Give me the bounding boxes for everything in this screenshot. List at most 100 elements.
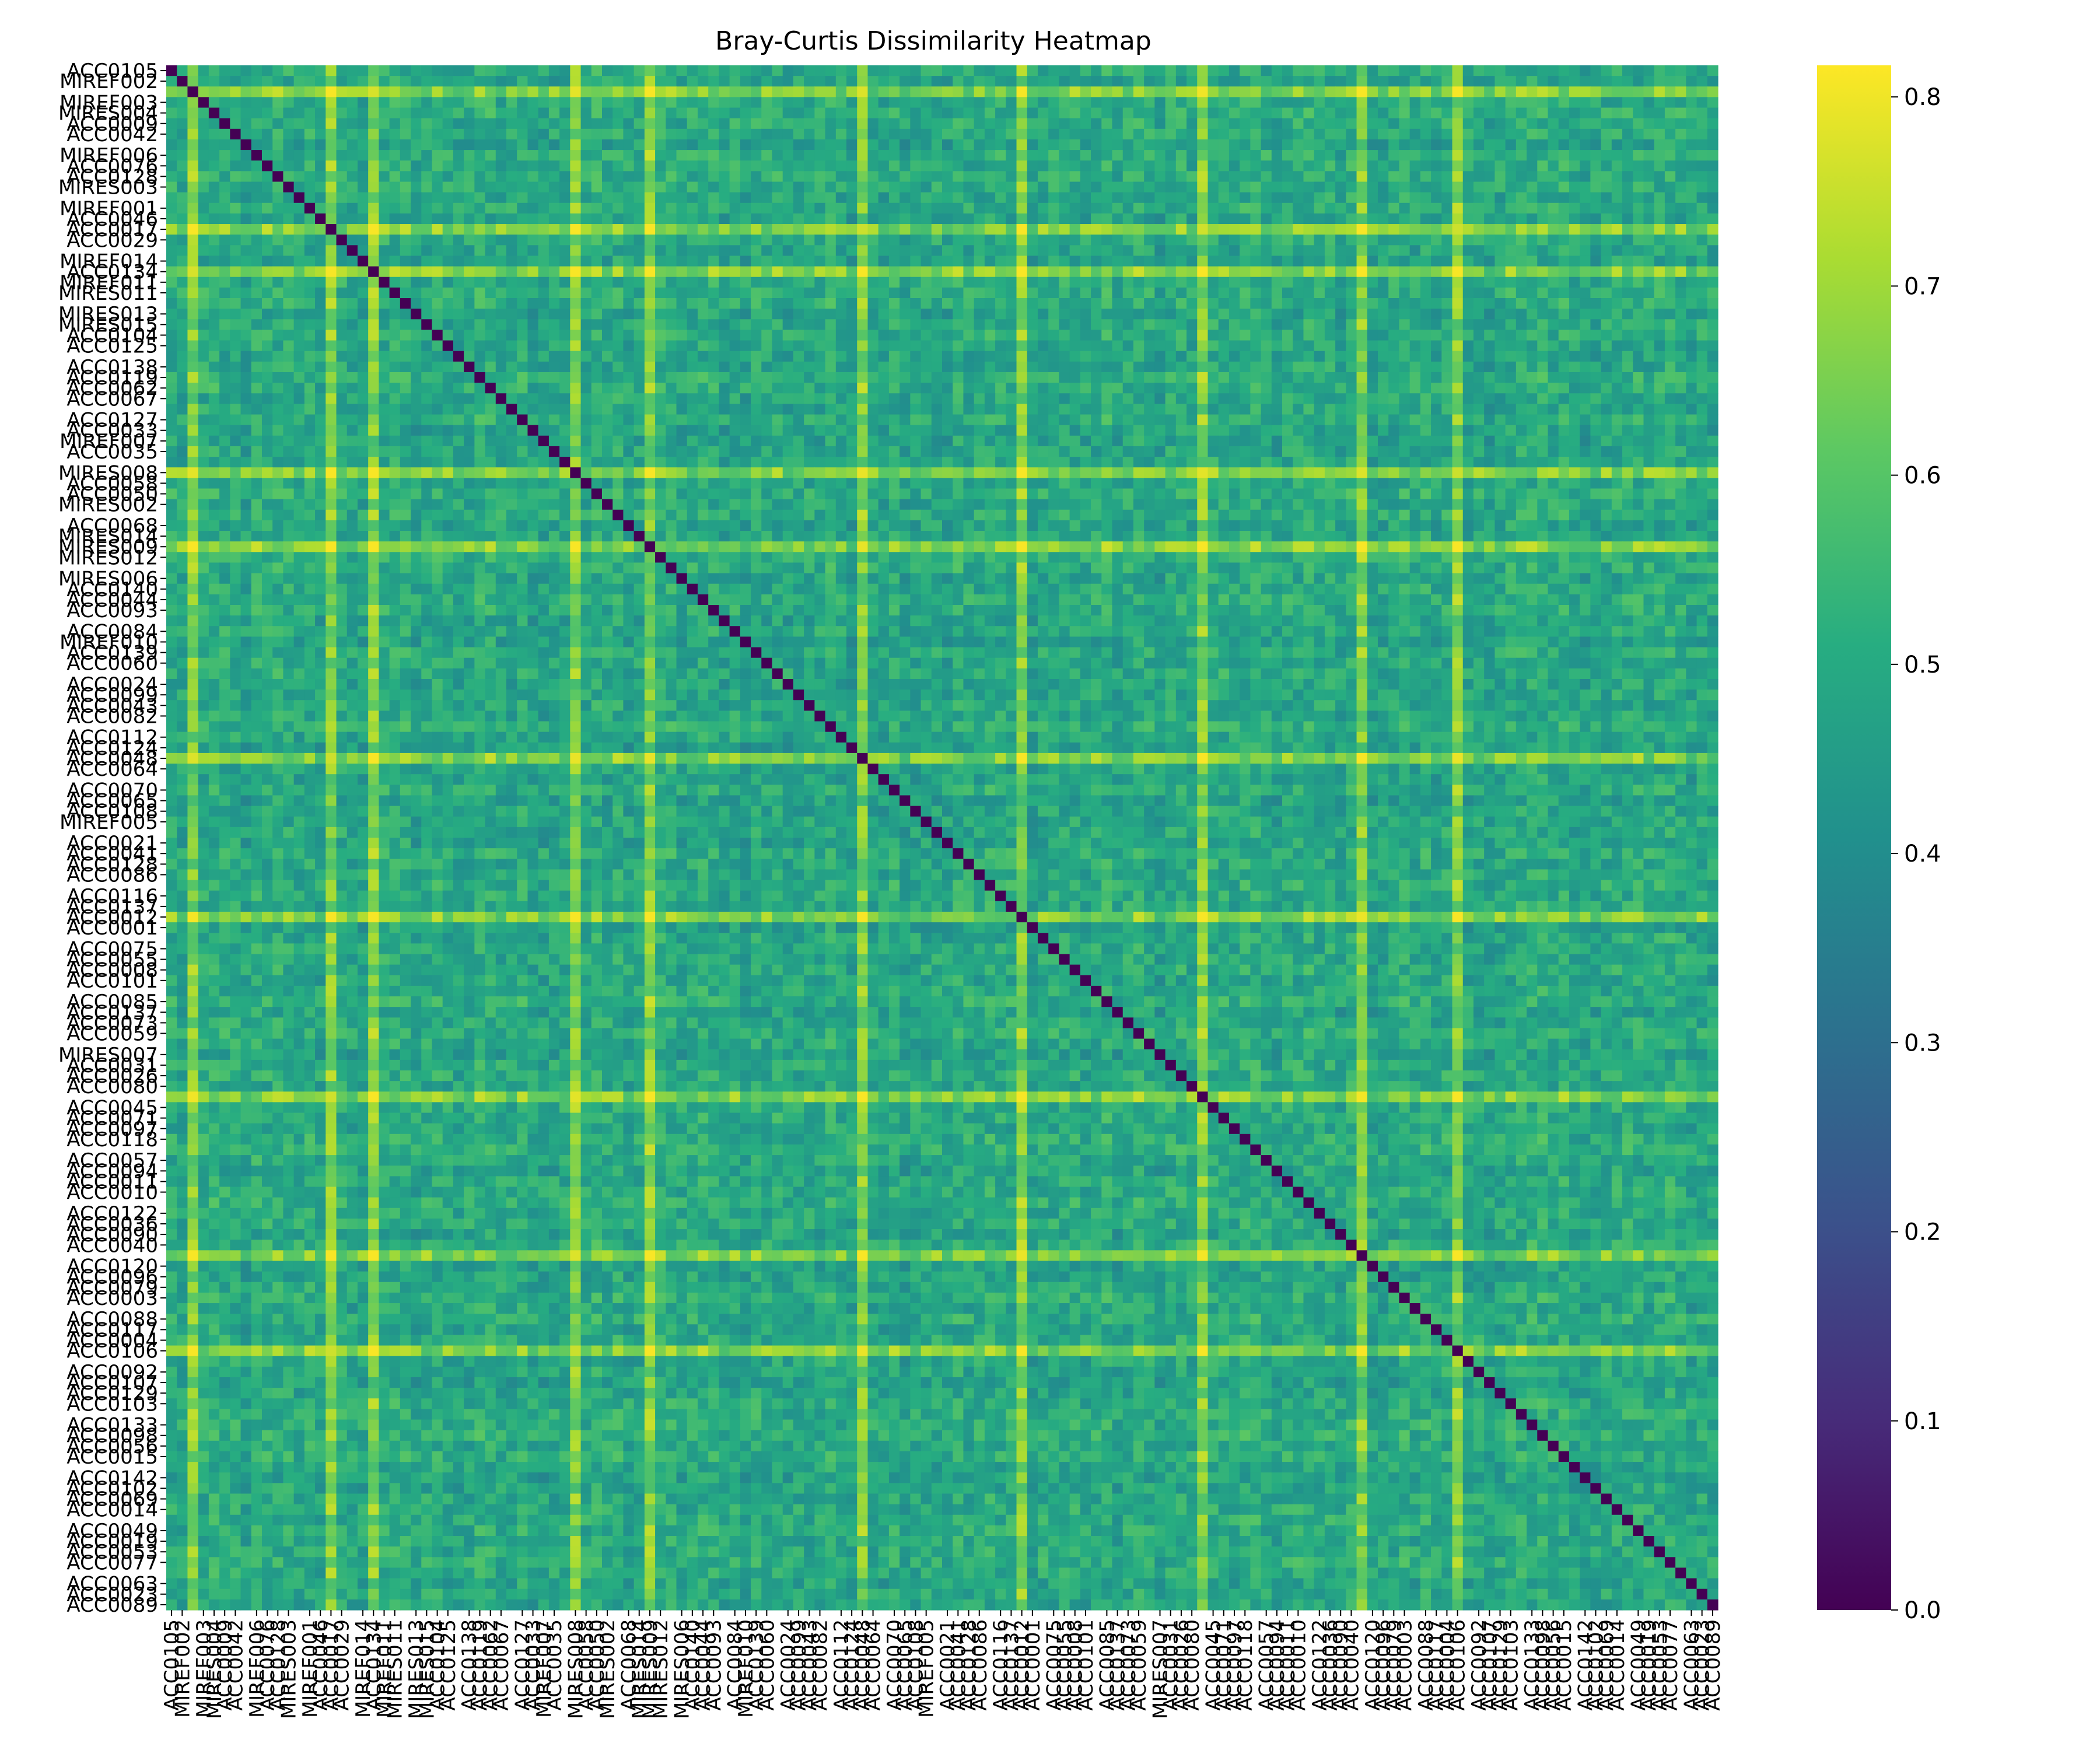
heatmap-cell	[878, 361, 890, 373]
heatmap-cell	[1675, 171, 1686, 183]
heatmap-cell	[761, 287, 773, 299]
heatmap-cell	[1686, 76, 1698, 87]
heatmap-cell	[357, 340, 369, 352]
heatmap-cell	[527, 181, 539, 193]
heatmap-cell	[1314, 150, 1325, 161]
heatmap-cell	[219, 276, 230, 288]
heatmap-cell	[187, 150, 199, 161]
heatmap-cell	[411, 128, 422, 140]
heatmap-cell	[548, 65, 560, 76]
heatmap-cell	[517, 235, 528, 246]
heatmap-cell	[1399, 319, 1410, 331]
heatmap-cell	[1558, 340, 1570, 352]
heatmap-cell	[634, 202, 645, 214]
heatmap-cell	[315, 256, 326, 267]
heatmap-cell	[527, 97, 539, 108]
heatmap-cell	[1261, 65, 1272, 76]
heatmap-cell	[1590, 266, 1602, 278]
heatmap-cell	[1431, 298, 1442, 309]
heatmap-cell	[261, 404, 273, 415]
heatmap-cell	[1144, 86, 1155, 98]
heatmap-cell	[1240, 181, 1251, 193]
heatmap-cell	[1494, 86, 1506, 98]
heatmap-cell	[729, 181, 741, 193]
heatmap-cell	[804, 404, 815, 415]
heatmap-cell	[687, 298, 698, 309]
heatmap-cell	[272, 118, 284, 130]
heatmap-cell	[368, 202, 379, 214]
heatmap-cell	[1431, 139, 1442, 150]
heatmap-cell	[1271, 319, 1283, 331]
heatmap-cell	[1580, 393, 1591, 404]
heatmap-cell	[1324, 266, 1336, 278]
heatmap-cell	[506, 235, 517, 246]
heatmap-cell	[1335, 351, 1346, 362]
heatmap-cell	[974, 245, 985, 257]
heatmap-cell	[953, 160, 964, 172]
heatmap-cell	[326, 139, 337, 150]
heatmap-cell	[1165, 372, 1177, 383]
heatmap-cell	[1675, 97, 1686, 108]
heatmap-cell	[548, 287, 560, 299]
heatmap-cell	[240, 150, 252, 161]
heatmap-cell	[984, 256, 996, 267]
heatmap-cell	[1324, 276, 1336, 288]
heatmap-cell	[485, 86, 496, 98]
heatmap-cell	[1165, 309, 1177, 320]
heatmap-cell	[1101, 404, 1113, 415]
heatmap-cell	[1622, 213, 1633, 225]
heatmap-cell	[984, 139, 996, 150]
heatmap-cell	[1441, 245, 1453, 257]
heatmap-cell	[1633, 414, 1644, 426]
heatmap-cell	[1377, 213, 1389, 225]
heatmap-cell	[1611, 150, 1623, 161]
heatmap-cell	[719, 150, 730, 161]
heatmap-cell	[293, 276, 305, 288]
heatmap-cell	[1388, 76, 1400, 87]
heatmap-cell	[1494, 372, 1506, 383]
heatmap-cell	[1622, 330, 1633, 341]
heatmap-cell	[1048, 245, 1060, 257]
heatmap-cell	[474, 383, 486, 394]
heatmap-cell	[984, 276, 996, 288]
heatmap-cell	[1675, 139, 1686, 150]
heatmap-cell	[761, 118, 773, 130]
heatmap-cell	[623, 372, 635, 383]
heatmap-cell	[495, 192, 507, 204]
heatmap-cell	[1218, 340, 1230, 352]
heatmap-cell	[1240, 107, 1251, 119]
heatmap-cell	[1016, 150, 1028, 161]
heatmap-cell	[464, 393, 475, 404]
heatmap-cell	[1037, 192, 1049, 204]
heatmap-cell	[1590, 139, 1602, 150]
heatmap-cell	[1622, 97, 1633, 108]
heatmap-cell	[1505, 361, 1517, 373]
heatmap-cell	[1399, 351, 1410, 362]
heatmap-cell	[1197, 309, 1209, 320]
heatmap-cell	[1675, 351, 1686, 362]
heatmap-cell	[1346, 361, 1357, 373]
heatmap-cell	[867, 213, 879, 225]
heatmap-cell	[1293, 76, 1304, 87]
heatmap-cell	[761, 361, 773, 373]
heatmap-cell	[1367, 213, 1378, 225]
heatmap-cell	[1473, 361, 1485, 373]
heatmap-cell	[421, 245, 433, 257]
heatmap-cell	[1548, 171, 1559, 183]
heatmap-cell	[1240, 86, 1251, 98]
heatmap-cell	[538, 309, 550, 320]
heatmap-cell	[1228, 266, 1240, 278]
heatmap-cell	[208, 340, 220, 352]
heatmap-cell	[782, 107, 794, 119]
heatmap-cell	[527, 330, 539, 341]
heatmap-cell	[1611, 276, 1623, 288]
heatmap-cell	[1527, 171, 1538, 183]
heatmap-cell	[697, 65, 709, 76]
heatmap-cell	[591, 372, 603, 383]
heatmap-cell	[1027, 330, 1038, 341]
heatmap-cell	[1675, 65, 1686, 76]
heatmap-cell	[517, 213, 528, 225]
heatmap-cell	[1707, 150, 1718, 161]
heatmap-cell	[1303, 287, 1315, 299]
heatmap-cell	[336, 224, 348, 235]
